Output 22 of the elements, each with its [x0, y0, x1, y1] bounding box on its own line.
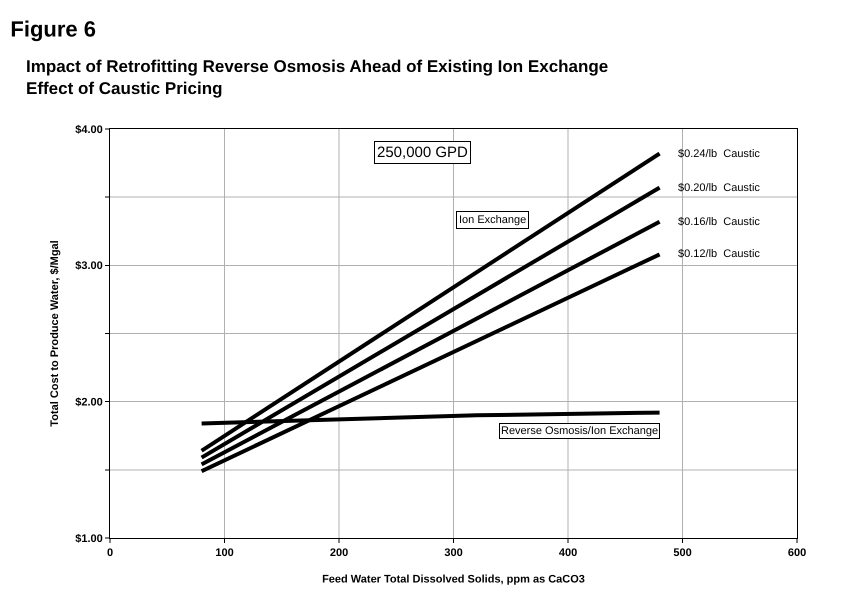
x-tick-label: 100 [215, 547, 234, 560]
x-tick-label: 200 [330, 547, 348, 560]
chart-subtitle: Impact of Retrofitting Reverse Osmosis Ahead of Existing Ion Exchange Effect of Caustic Pricing [26, 57, 608, 98]
series-label: Reverse Osmosis/Ion Exchange [501, 425, 658, 437]
series-label: $0.24/lb Caustic [678, 148, 760, 160]
series-label: $0.16/lb Caustic [678, 216, 760, 228]
y-tick-label: $1.00 [75, 532, 103, 545]
x-tick-label: 400 [558, 547, 578, 560]
x-tick-label: 600 [788, 547, 806, 560]
x-tick-label: 300 [444, 547, 463, 560]
x-tick-label: 500 [673, 547, 692, 560]
x-tick-label: 0 [106, 547, 114, 560]
y-tick-label: $4.00 [75, 124, 103, 136]
y-tick-label: $3.00 [75, 260, 103, 272]
chart-title: Figure 6 [10, 16, 96, 42]
annotation: Ion Exchange [459, 214, 526, 226]
y-axis-title: Total Cost to Produce Water, $/Mgal [48, 240, 61, 427]
annotation: 250,000 GPD [377, 144, 468, 161]
series-label: $0.12/lb Caustic [678, 248, 760, 260]
series-label: $0.20/lb Caustic [678, 182, 760, 194]
x-axis-title: Feed Water Total Dissolved Solids, ppm as CaCO3 [322, 573, 585, 586]
y-tick-label: $2.00 [75, 396, 103, 409]
